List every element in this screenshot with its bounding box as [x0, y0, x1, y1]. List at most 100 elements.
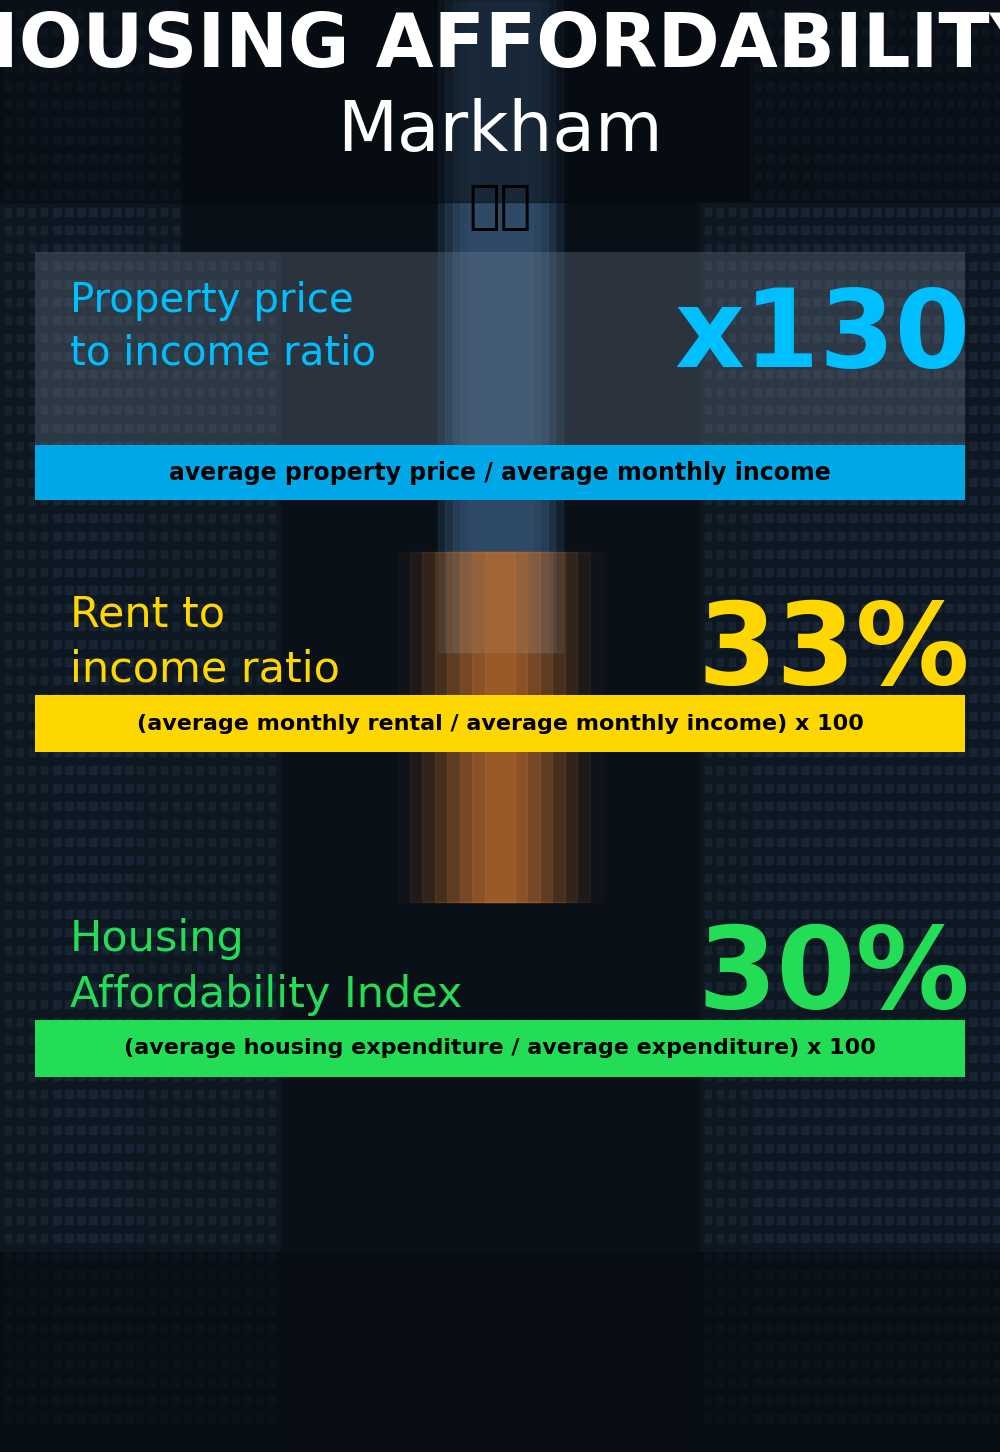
Bar [245, 497, 251, 504]
Bar [741, 892, 747, 900]
Bar [789, 424, 795, 433]
Bar [923, 874, 929, 881]
Bar [827, 711, 833, 720]
Bar [983, 694, 989, 701]
Bar [91, 568, 97, 576]
Bar [103, 370, 109, 378]
Bar [813, 280, 819, 287]
Bar [911, 1108, 917, 1117]
Bar [233, 568, 239, 576]
Bar [815, 1288, 821, 1297]
Bar [863, 298, 869, 306]
Bar [897, 910, 903, 918]
Bar [137, 1215, 143, 1224]
Bar [911, 1000, 917, 1008]
Bar [887, 531, 893, 540]
Bar [705, 407, 711, 414]
Bar [17, 550, 23, 558]
Bar [911, 118, 917, 126]
Bar [923, 1054, 929, 1061]
Bar [971, 460, 977, 468]
Bar [185, 441, 191, 450]
Bar [89, 1414, 95, 1422]
Bar [911, 46, 917, 54]
Bar [41, 441, 47, 450]
Bar [77, 351, 83, 360]
Bar [801, 370, 807, 378]
Bar [53, 621, 59, 630]
Bar [803, 711, 809, 720]
Bar [161, 1252, 167, 1260]
Bar [705, 658, 711, 666]
Bar [197, 1215, 203, 1224]
Bar [911, 334, 917, 343]
Bar [971, 604, 977, 611]
Bar [755, 1090, 761, 1098]
Bar [729, 280, 735, 287]
Bar [851, 982, 857, 990]
Bar [909, 1270, 915, 1278]
Bar [945, 677, 951, 684]
Bar [729, 424, 735, 433]
Bar [897, 838, 903, 847]
Bar [29, 10, 35, 17]
Bar [79, 730, 85, 738]
Bar [921, 388, 927, 396]
Bar [269, 317, 275, 324]
Bar [849, 604, 855, 611]
Bar [911, 1090, 917, 1098]
Bar [173, 1035, 179, 1044]
Bar [221, 478, 227, 486]
Bar [753, 802, 759, 810]
Bar [79, 1180, 85, 1188]
Bar [753, 1288, 759, 1297]
Bar [245, 1198, 251, 1207]
Bar [41, 100, 47, 107]
Bar [221, 424, 227, 433]
Bar [827, 1035, 833, 1044]
Bar [945, 1361, 951, 1368]
Bar [173, 1288, 179, 1297]
Bar [41, 910, 47, 918]
Bar [767, 1378, 773, 1387]
Bar [777, 460, 783, 468]
Bar [79, 1395, 85, 1404]
Bar [79, 1324, 85, 1331]
Bar [863, 604, 869, 611]
Bar [777, 1378, 783, 1387]
Bar [161, 982, 167, 990]
Bar [77, 190, 83, 197]
Bar [65, 1180, 71, 1188]
Bar [755, 568, 761, 576]
Bar [885, 478, 891, 486]
Bar [863, 407, 869, 414]
Bar [113, 838, 119, 847]
Bar [53, 460, 59, 468]
Bar [79, 621, 85, 630]
Bar [971, 154, 977, 163]
Bar [741, 1252, 747, 1260]
Bar [911, 767, 917, 774]
Bar [851, 460, 857, 468]
Bar [5, 964, 11, 971]
Bar [837, 568, 843, 576]
Bar [945, 460, 951, 468]
Bar [197, 910, 203, 918]
Bar [41, 1035, 47, 1044]
Bar [887, 1288, 893, 1297]
Bar [233, 407, 239, 414]
Bar [55, 1198, 61, 1207]
Bar [705, 1108, 711, 1117]
Bar [995, 874, 1000, 881]
Bar [971, 244, 977, 253]
Bar [969, 351, 975, 360]
Bar [53, 604, 59, 611]
Bar [839, 64, 845, 73]
Bar [899, 711, 905, 720]
Bar [5, 1180, 11, 1188]
Bar [873, 1324, 879, 1331]
Bar [741, 244, 747, 253]
Bar [789, 640, 795, 648]
Bar [197, 261, 203, 270]
Bar [41, 280, 47, 287]
